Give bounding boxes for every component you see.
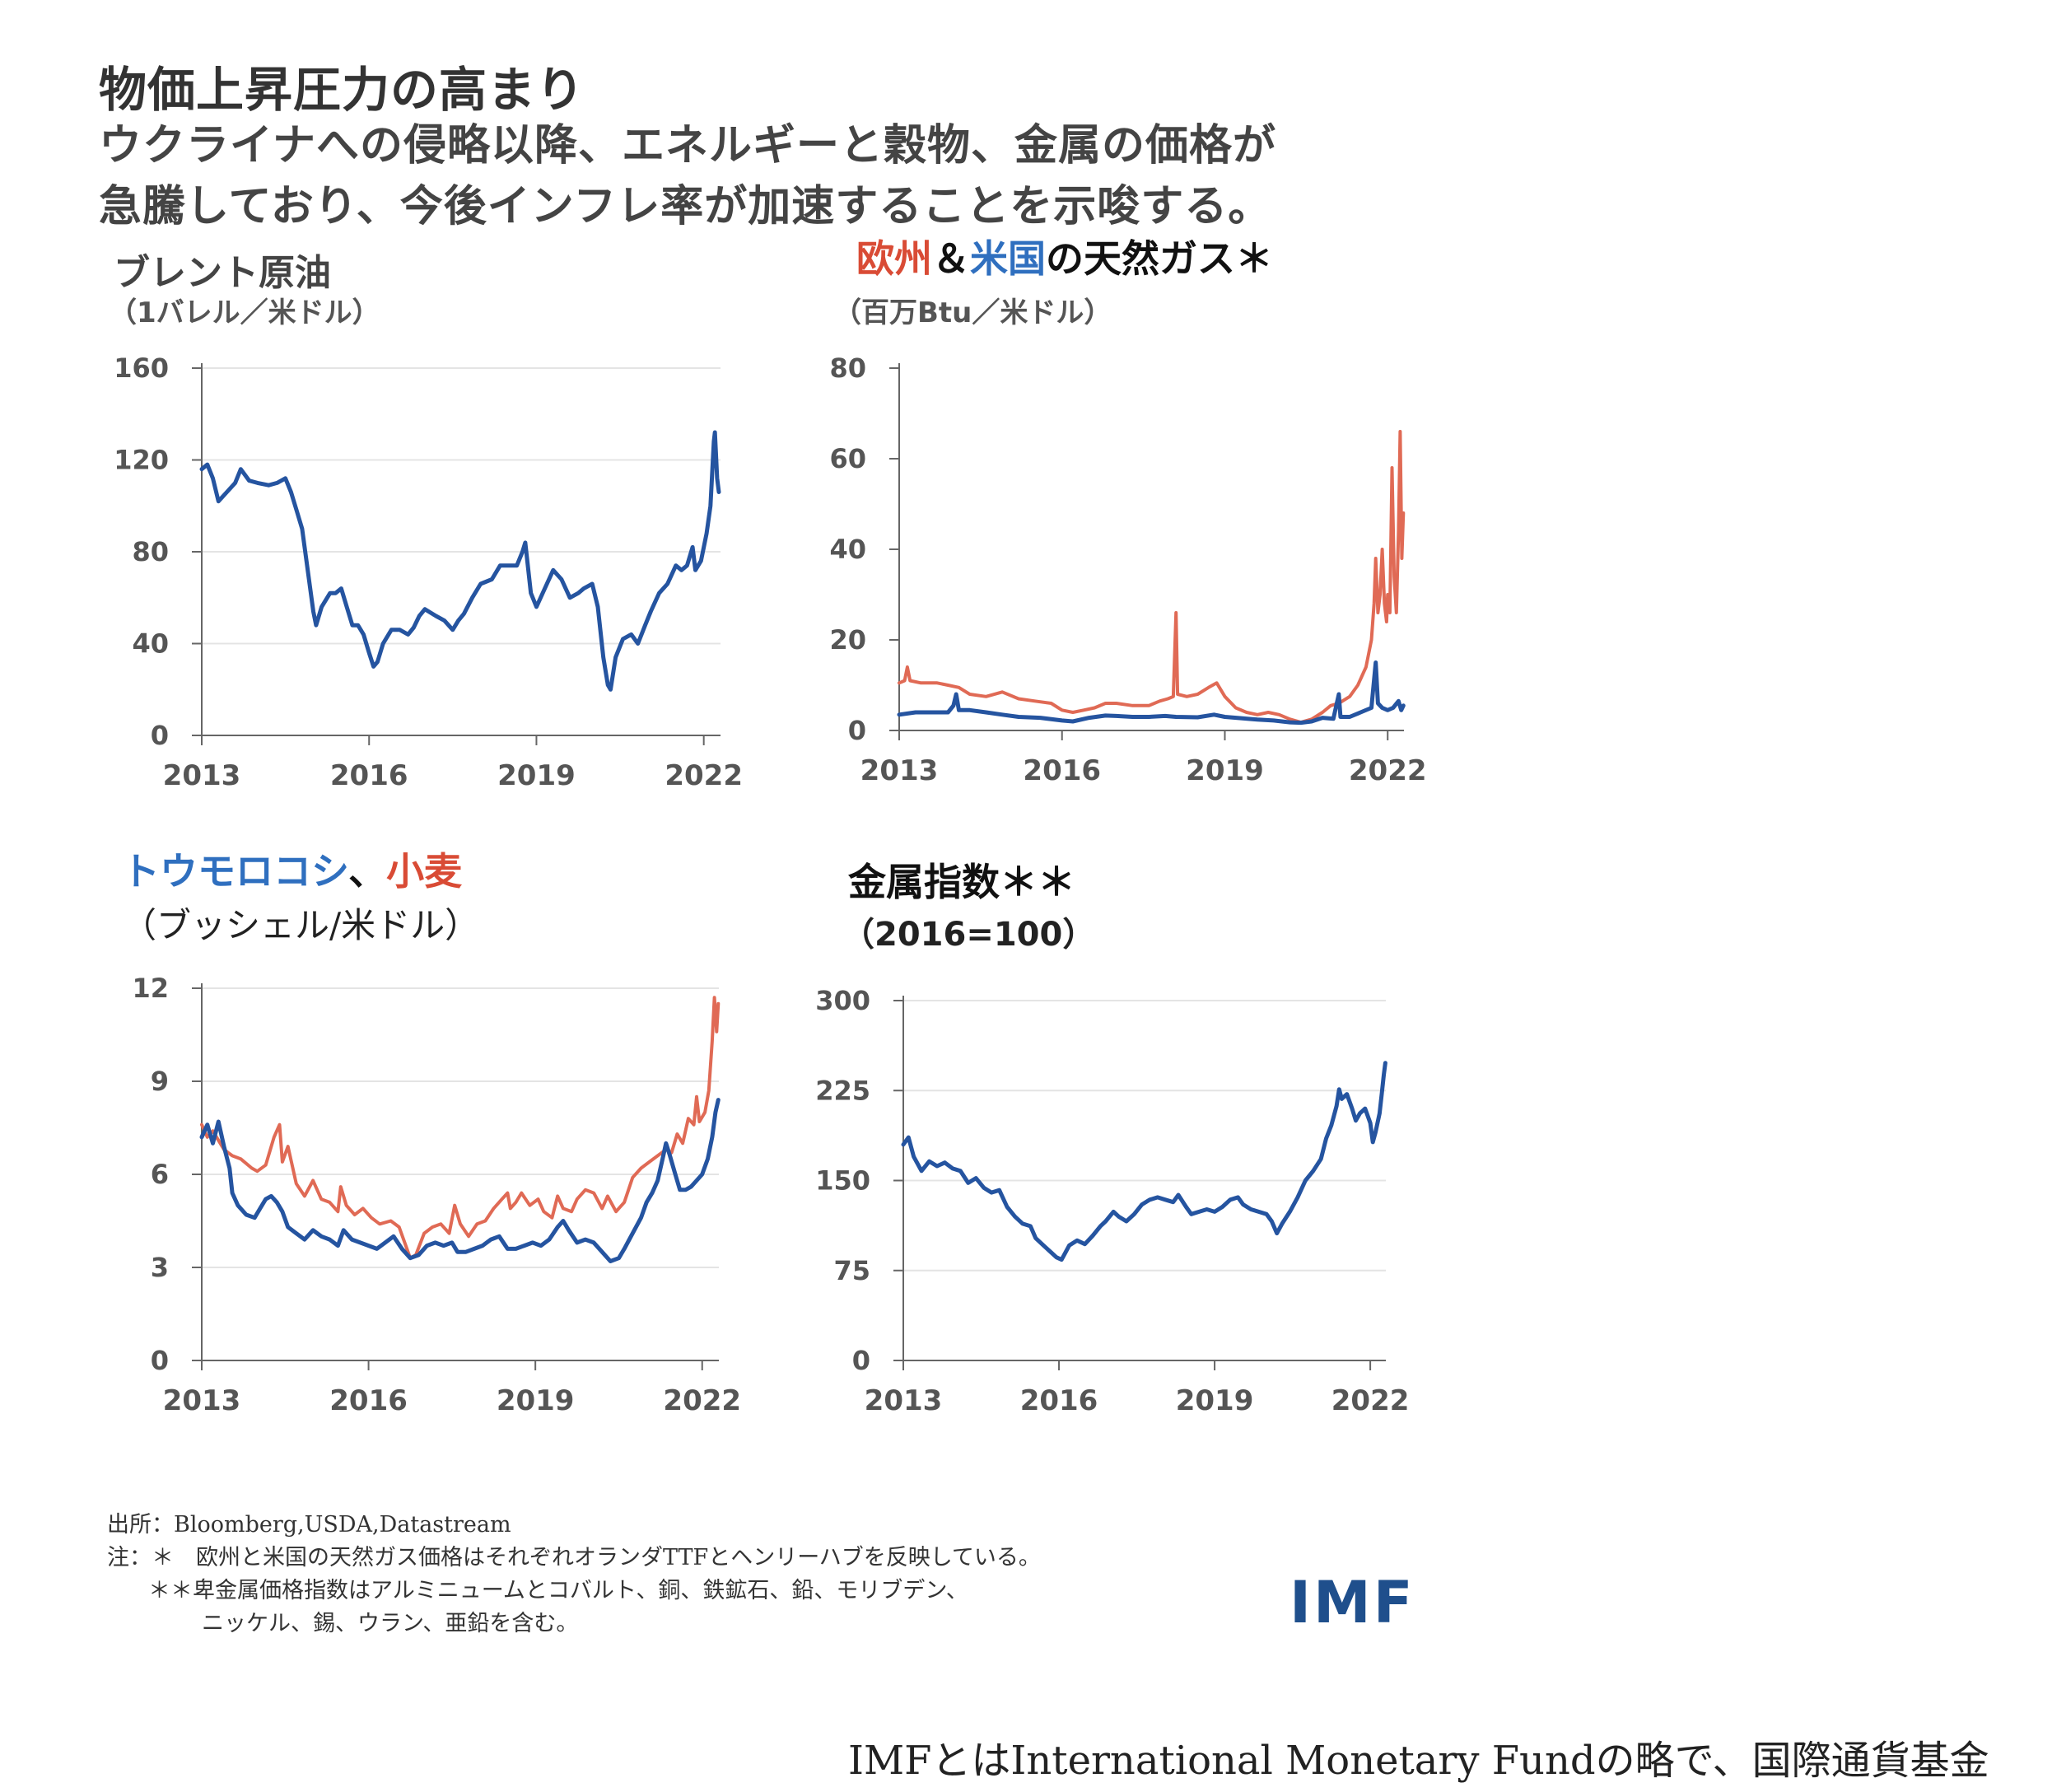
y-tick-label: 225 [815,1075,870,1106]
note-gas: 注：＊ 欧州と米国の天然ガス価格はそれぞれオランダTTFとヘンリーハブを反映して… [107,1545,1041,1570]
y-tick-label: 6 [151,1159,169,1190]
gas-chart-title: 欧州＆米国の天然ガス＊ [856,229,1273,283]
oil-chart-title: ブレント原油 [114,252,331,294]
x-tick-label: 2016 [329,1384,408,1417]
series-line-blue [199,1098,721,1263]
y-tick-label: 300 [815,985,870,1016]
source-note: 出所：Bloomberg,USDA,Datastream [107,1512,511,1538]
x-tick-label: 2022 [665,759,743,792]
y-tick-label: 0 [848,715,866,746]
x-tick-label: 2016 [1023,754,1101,787]
x-tick-label: 2013 [163,759,241,792]
series-line-blue [901,1061,1387,1262]
page-subtitle: ウクライナへの侵略以降、エネルギーと穀物、金属の価格が 急騰しており、今後インフ… [99,115,1375,237]
y-tick-label: 60 [829,443,866,474]
y-tick-label: 0 [852,1345,870,1376]
grain-chart-title: トウモロコシ、小麦 [122,842,462,896]
gas-title-amp: ＆ [932,236,970,281]
y-tick-label: 12 [132,973,169,1004]
gas-title-rest: の天然ガス＊ [1046,236,1273,281]
y-tick-label: 40 [829,534,866,565]
gas-title-europe: 欧州 [856,236,932,281]
x-tick-label: 2022 [1349,754,1427,787]
y-tick-label: 160 [114,352,169,384]
metal-chart-title: 金属指数＊＊ [848,860,1075,904]
x-tick-label: 2019 [497,1384,575,1417]
grain-chart-unit: （ブッシェル/米ドル） [122,905,480,945]
x-tick-label: 2019 [1176,1384,1254,1417]
x-tick-label: 2022 [1331,1384,1410,1417]
gas-chart-unit: （百万Btu／米ドル） [833,296,1112,329]
y-tick-label: 80 [829,352,866,384]
grain-title-wheat: 小麦 [386,849,463,894]
note-metal-cont: ニッケル、錫、ウラン、亜鉛を含む。 [202,1611,579,1636]
metal-chart-unit: （2016=100） [842,916,1096,954]
subtitle-line-2: 急騰しており、今後インフレ率が加速することを示唆する。 [99,182,1272,231]
y-tick-label: 0 [151,720,169,751]
series-line-blue [897,660,1406,726]
y-tick-label: 20 [829,624,866,656]
grain-title-sep: 、 [348,849,387,894]
y-tick-label: 0 [151,1345,169,1376]
x-tick-label: 2016 [1020,1384,1098,1417]
imf-logo: IMF [1289,1569,1415,1636]
gas-title-us: 米国 [970,236,1046,281]
y-tick-label: 40 [132,628,169,660]
x-tick-label: 2016 [330,759,408,792]
y-tick-label: 120 [114,445,169,476]
x-tick-label: 2013 [860,754,939,787]
subtitle-line-1: ウクライナへの侵略以降、エネルギーと穀物、金属の価格が [99,121,1276,170]
series-line-red [200,996,721,1260]
page-title: 物価上昇圧力の高まり [99,62,585,118]
y-tick-label: 75 [833,1255,870,1286]
y-tick-label: 80 [132,536,169,567]
grain-title-corn: トウモロコシ [122,849,349,894]
oil-chart-unit: （1バレル／米ドル） [109,296,380,329]
note-metal: ＊＊卑金属価格指数はアルミニュームとコバルト、銅、鉄鉱石、鉛、モリブデン、 [148,1578,968,1603]
y-tick-label: 150 [815,1165,870,1197]
x-tick-label: 2013 [865,1384,943,1417]
series-line-red [898,430,1406,725]
footnotes: 出所：Bloomberg,USDA,Datastream 注：＊ 欧州と米国の天然… [107,1509,1041,1640]
series-line-blue [199,430,721,692]
x-tick-label: 2022 [663,1384,741,1417]
x-tick-label: 2019 [497,759,576,792]
x-tick-label: 2019 [1186,754,1264,787]
y-tick-label: 9 [151,1066,169,1097]
y-tick-label: 3 [151,1252,169,1283]
footer-text: IMFとはInternational Monetary Fundの略で、国際通貨… [848,1738,1989,1784]
x-tick-label: 2013 [163,1384,241,1417]
